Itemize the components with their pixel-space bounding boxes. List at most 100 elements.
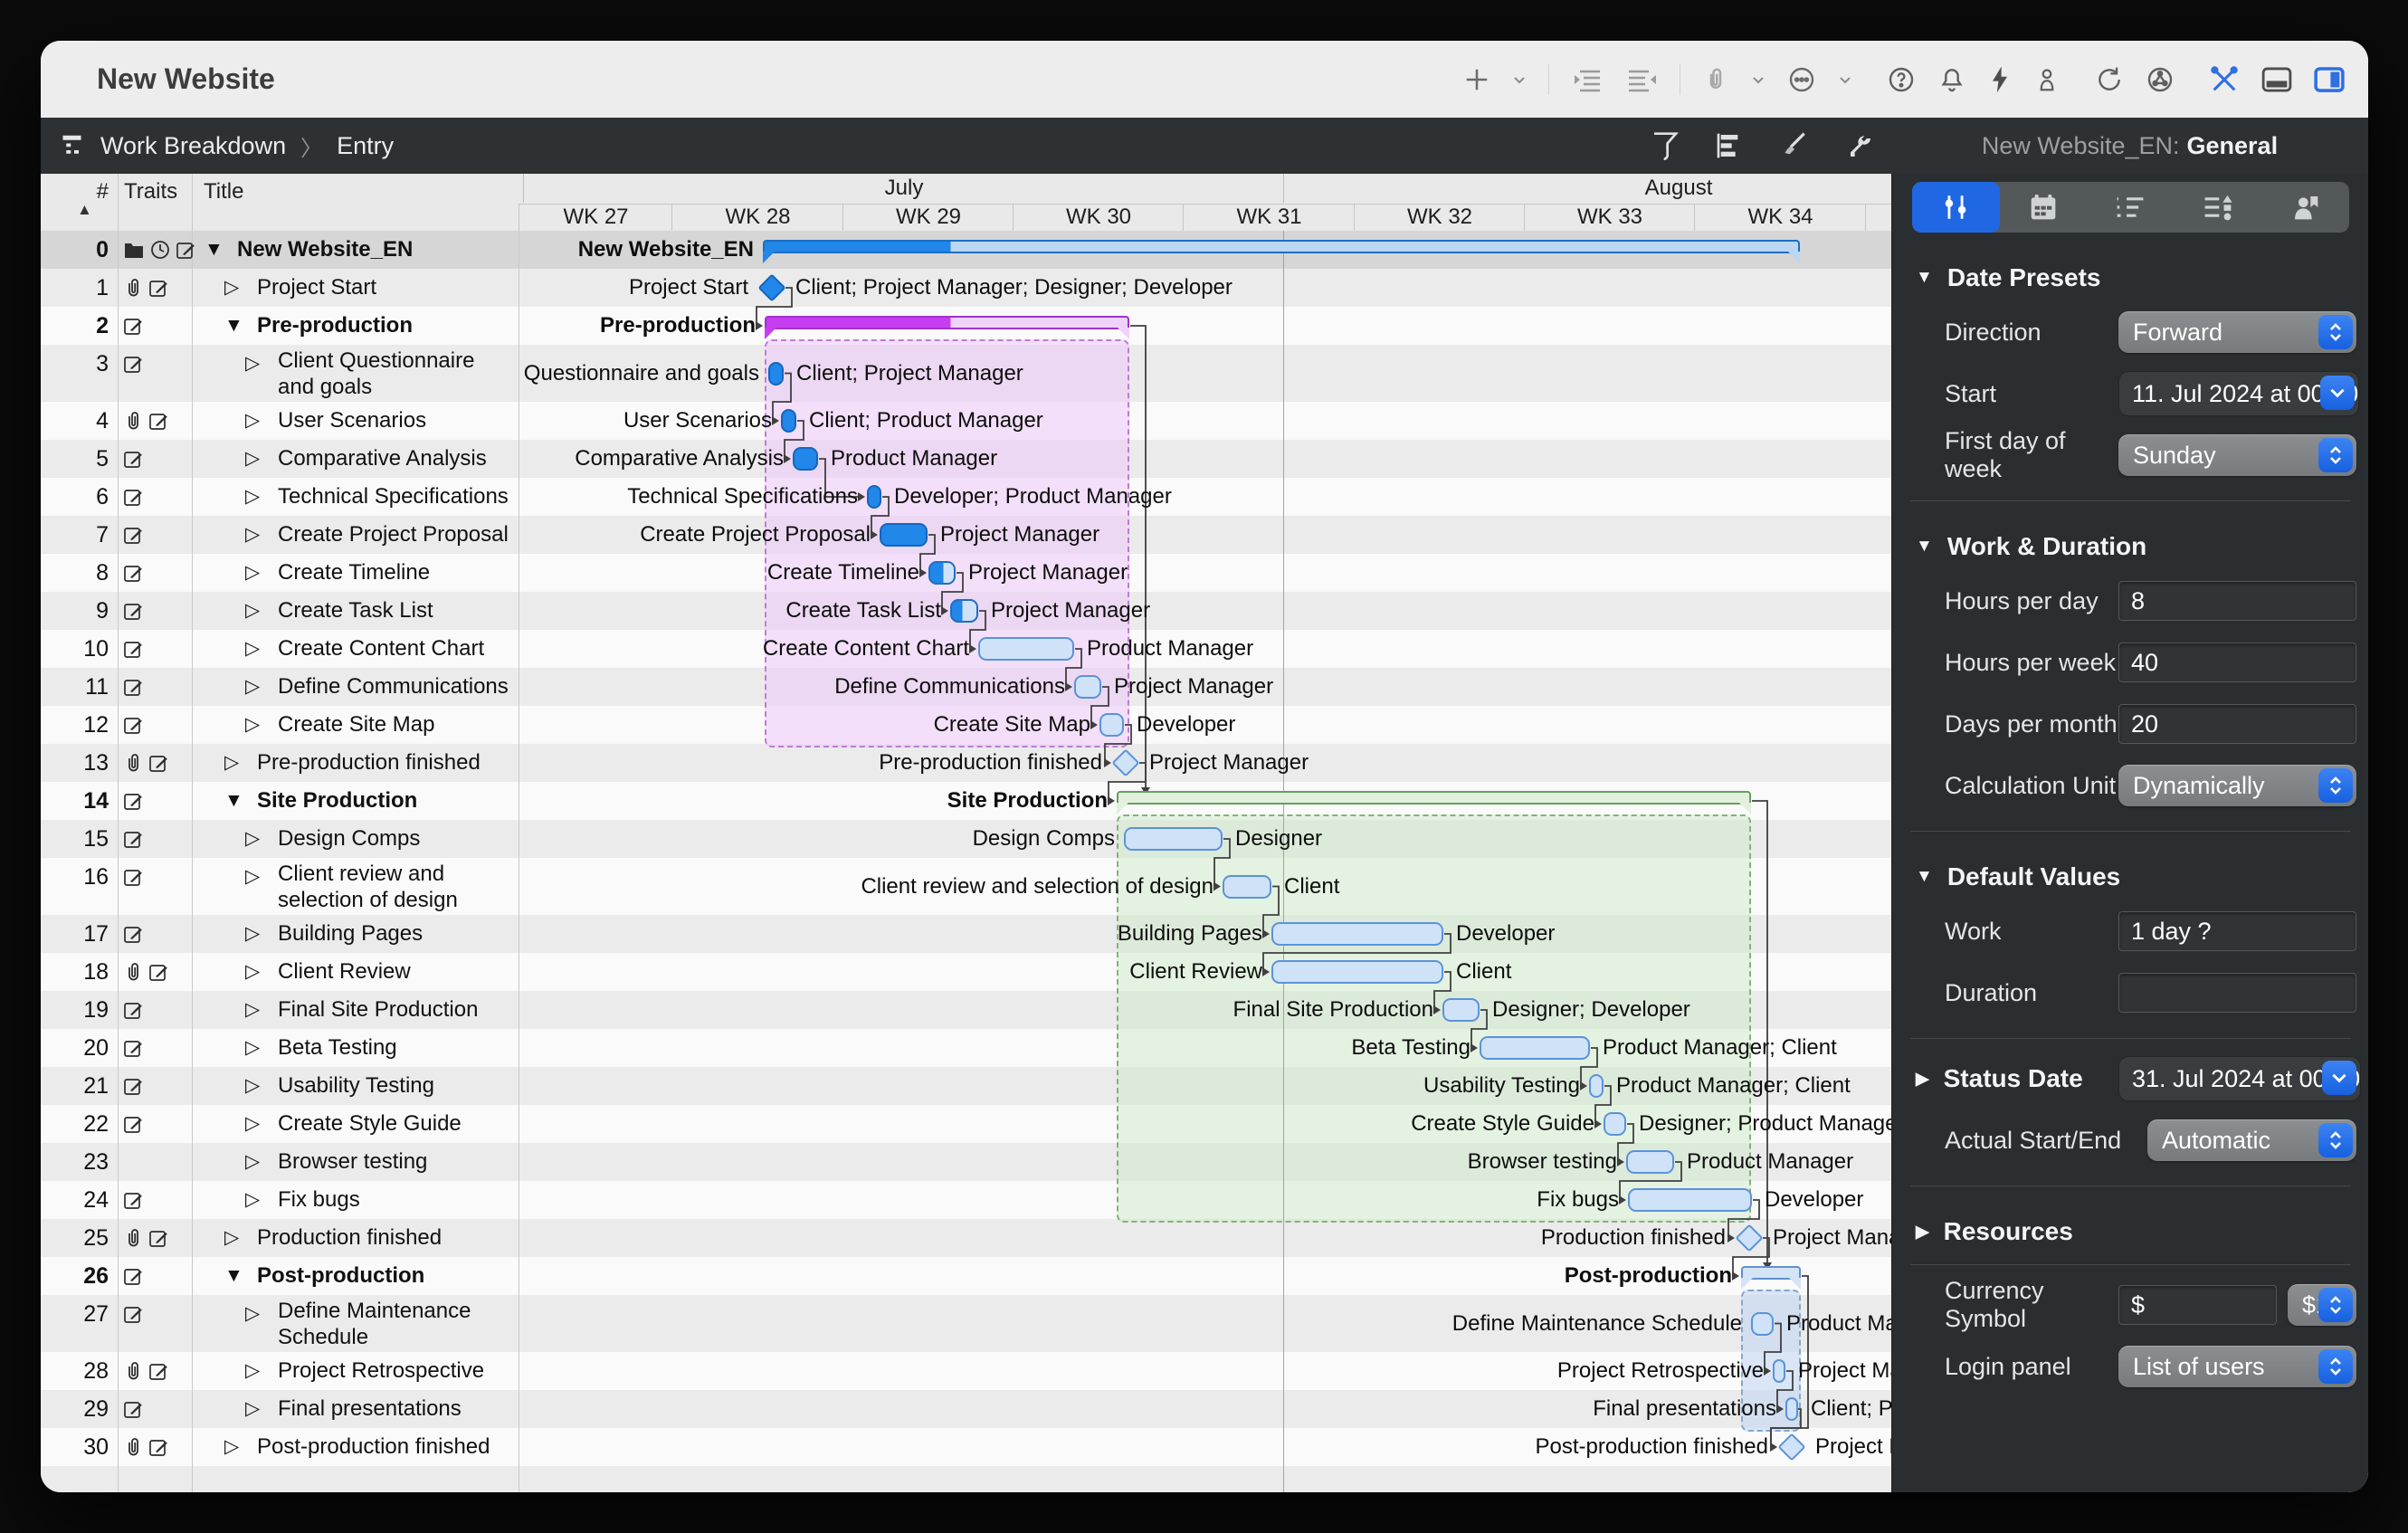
task-title[interactable]: Fix bugs xyxy=(278,1187,360,1212)
task-bar[interactable] xyxy=(1626,1150,1674,1174)
add-icon[interactable] xyxy=(1463,66,1490,93)
styles-list-tab[interactable] xyxy=(2175,182,2262,233)
section-date-presets[interactable]: ▼ Date Presets xyxy=(1916,263,2101,291)
task-bar[interactable] xyxy=(1271,960,1443,984)
sync-icon[interactable] xyxy=(2095,65,2124,94)
hours-per-day-field[interactable]: 8 xyxy=(2118,581,2356,621)
indent-icon[interactable] xyxy=(1571,66,1604,93)
filter-icon[interactable] xyxy=(1651,131,1679,160)
task-title[interactable]: Client review and selection of design xyxy=(278,861,458,912)
task-bar[interactable] xyxy=(1442,998,1480,1022)
table-row[interactable] xyxy=(41,1219,1891,1257)
task-bar[interactable] xyxy=(1785,1397,1798,1421)
actions-icon[interactable] xyxy=(1988,65,2012,94)
section-status-date[interactable]: ▶ Status Date xyxy=(1916,1064,2083,1092)
disclosure-closed-icon[interactable]: ▷ xyxy=(245,353,261,374)
disclosure-closed-icon[interactable]: ▷ xyxy=(224,1227,240,1248)
work-field[interactable]: 1 day ? xyxy=(2118,911,2356,951)
wrench-icon[interactable] xyxy=(1845,131,1874,160)
task-bar[interactable] xyxy=(781,409,796,433)
login-panel-popup[interactable]: List of users xyxy=(2118,1346,2356,1387)
disclosure-closed-icon[interactable]: ▷ xyxy=(224,277,240,298)
task-title[interactable]: Define Maintenance Schedule xyxy=(278,1298,471,1349)
updown-chevrons-icon[interactable] xyxy=(2318,1123,2353,1157)
disclosure-closed-icon[interactable]: ▷ xyxy=(245,1303,261,1324)
column-header-title[interactable]: Title xyxy=(204,179,244,204)
task-title[interactable]: Building Pages xyxy=(278,921,424,946)
histogram-icon[interactable] xyxy=(1715,131,1744,160)
table-row[interactable] xyxy=(41,1390,1891,1428)
disclosure-closed-icon[interactable]: ▷ xyxy=(245,923,261,944)
first-day-popup[interactable]: Sunday xyxy=(2118,434,2356,476)
disclosure-closed-icon[interactable]: ▷ xyxy=(245,1360,261,1381)
task-title[interactable]: Create Timeline xyxy=(278,560,431,585)
summary-bar[interactable] xyxy=(1117,791,1751,805)
days-per-month-field[interactable]: 20 xyxy=(2118,704,2356,744)
task-title[interactable]: Post-production xyxy=(257,1263,425,1288)
task-bar[interactable] xyxy=(978,637,1074,661)
task-title[interactable]: Production finished xyxy=(257,1225,443,1250)
disclosure-closed-icon[interactable]: ▷ xyxy=(224,1436,240,1457)
task-title[interactable]: Create Content Chart xyxy=(278,636,485,661)
disclosure-open-icon[interactable]: ▼ xyxy=(224,1265,243,1286)
format-brush-icon[interactable] xyxy=(1780,131,1809,160)
task-title[interactable]: Create Site Map xyxy=(278,712,435,737)
disclosure-closed-icon[interactable]: ▷ xyxy=(245,961,261,982)
duration-field[interactable] xyxy=(2118,973,2356,1013)
updown-chevrons-icon[interactable] xyxy=(2318,438,2353,472)
disclosure-closed-icon[interactable]: ▷ xyxy=(245,600,261,621)
attach-chevron-icon[interactable] xyxy=(1751,72,1766,87)
task-title[interactable]: Technical Specifications xyxy=(278,484,509,509)
disclosure-closed-icon[interactable]: ▷ xyxy=(245,1398,261,1419)
disclosure-closed-icon[interactable]: ▷ xyxy=(224,752,240,773)
task-title[interactable]: Create Style Guide xyxy=(278,1111,462,1136)
task-title[interactable]: Final Site Production xyxy=(278,997,479,1022)
table-row[interactable] xyxy=(41,1428,1891,1466)
table-row[interactable] xyxy=(41,269,1891,307)
currency-symbol-field[interactable]: $ xyxy=(2118,1285,2277,1325)
right-panel-icon[interactable] xyxy=(2314,66,2345,93)
task-bar[interactable] xyxy=(1223,874,1271,899)
task-bar[interactable] xyxy=(1271,922,1443,946)
disclosure-open-icon[interactable]: ▼ xyxy=(224,315,243,336)
disclosure-closed-icon[interactable]: ▷ xyxy=(245,410,261,431)
task-title[interactable]: Final presentations xyxy=(278,1396,462,1421)
breadcrumb[interactable]: Work Breakdown 〉 Entry xyxy=(61,130,394,162)
disclosure-closed-icon[interactable]: ▷ xyxy=(245,866,261,887)
disclosure-open-icon[interactable]: ▼ xyxy=(1916,867,1933,886)
disclosure-closed-icon[interactable]: ▷ xyxy=(245,999,261,1020)
resources-tab[interactable] xyxy=(2261,182,2349,233)
task-bar[interactable] xyxy=(867,485,881,509)
task-title[interactable]: Define Communications xyxy=(278,674,509,699)
updown-chevrons-icon[interactable] xyxy=(2318,768,2353,803)
help-icon[interactable] xyxy=(1887,65,1916,94)
task-title[interactable]: Pre-production finished xyxy=(257,750,481,775)
attach-icon[interactable] xyxy=(1702,66,1729,93)
disclosure-closed-icon[interactable]: ▷ xyxy=(245,1037,261,1058)
task-title[interactable]: Site Production xyxy=(257,788,418,813)
general-settings-tab[interactable] xyxy=(1912,182,2000,233)
task-bar[interactable] xyxy=(768,361,784,386)
disclosure-closed-icon[interactable]: ▶ xyxy=(1916,1222,1929,1242)
updown-chevrons-icon[interactable] xyxy=(2318,1288,2353,1322)
task-title[interactable]: Beta Testing xyxy=(278,1035,397,1060)
disclosure-closed-icon[interactable]: ▷ xyxy=(245,1151,261,1172)
task-title[interactable]: Post-production finished xyxy=(257,1434,490,1459)
task-title[interactable]: Client Review xyxy=(278,959,411,984)
task-bar[interactable] xyxy=(1074,675,1101,699)
disclosure-closed-icon[interactable]: ▶ xyxy=(1916,1069,1929,1089)
updown-chevrons-icon[interactable] xyxy=(2318,1349,2353,1384)
section-work-duration[interactable]: ▼ Work & Duration xyxy=(1916,532,2147,560)
outdent-icon[interactable] xyxy=(1625,66,1658,93)
section-default-values[interactable]: ▼ Default Values xyxy=(1916,862,2121,890)
task-title[interactable]: Project Retrospective xyxy=(278,1358,485,1383)
task-bar[interactable] xyxy=(1628,1188,1752,1212)
task-title[interactable]: Pre-production xyxy=(257,313,413,338)
date-chevron-icon[interactable] xyxy=(2322,1061,2357,1095)
disclosure-closed-icon[interactable]: ▷ xyxy=(245,638,261,659)
table-row[interactable] xyxy=(41,1257,1891,1295)
hours-per-week-field[interactable]: 40 xyxy=(2118,643,2356,682)
network-icon[interactable] xyxy=(2146,65,2175,94)
more-chevron-icon[interactable] xyxy=(1838,72,1852,87)
breadcrumb-mode[interactable]: Entry xyxy=(337,131,395,159)
